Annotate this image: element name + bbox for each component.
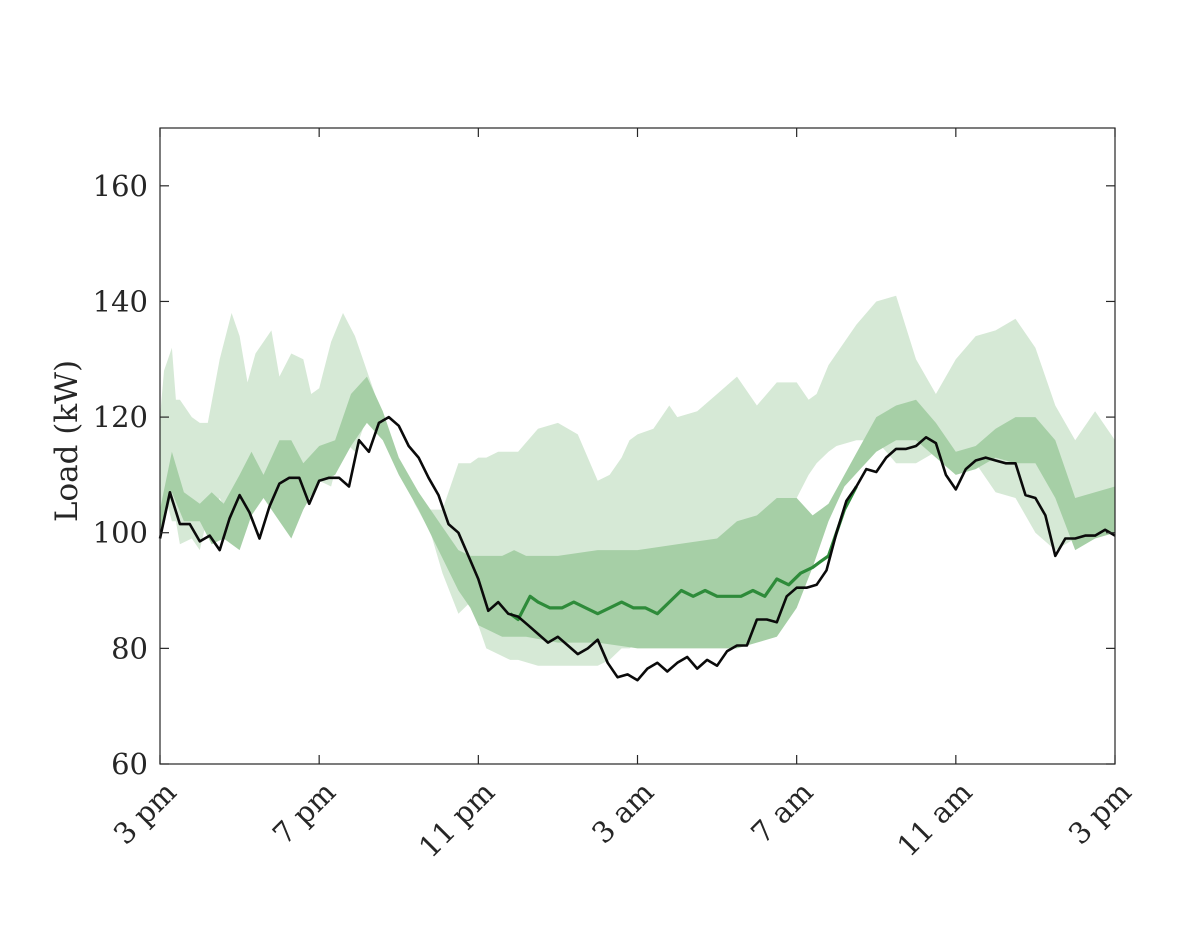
forecast-line xyxy=(509,485,858,622)
outer-band-area xyxy=(160,295,1115,666)
plot-area xyxy=(158,295,1116,682)
y-tick-label: 140 xyxy=(93,284,148,318)
inner-band-area xyxy=(160,376,1115,649)
y-axis-label: Load (kW) xyxy=(49,360,85,522)
y-tick-label: 60 xyxy=(111,747,148,781)
y-tick-label: 80 xyxy=(111,631,148,665)
y-tick-label: 120 xyxy=(93,400,148,434)
y-tick-label: 160 xyxy=(93,169,148,203)
y-tick-label: 100 xyxy=(93,516,148,550)
actual-line xyxy=(158,415,1116,682)
